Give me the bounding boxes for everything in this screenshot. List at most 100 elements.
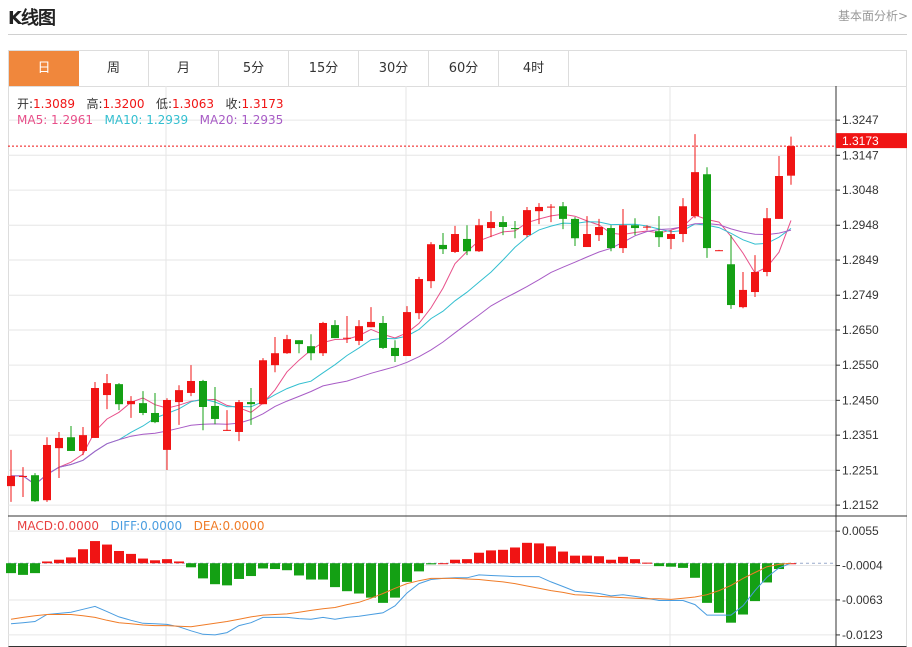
- tab-15min[interactable]: 15分: [289, 51, 359, 86]
- macd-bar: [582, 555, 592, 564]
- ma20-legend: MA20: 1.2935: [199, 113, 284, 127]
- macd-tick-label: -0.0063: [842, 593, 883, 607]
- macd-bar: [6, 563, 16, 574]
- macd-bar: [486, 550, 496, 564]
- macd-bar: [330, 563, 340, 588]
- candle-down: [379, 322, 387, 348]
- candle-up: [427, 244, 435, 282]
- ma5-legend: MA5: 1.2961: [17, 113, 94, 127]
- ma10-legend: MA10: 1.2939: [104, 113, 189, 127]
- candle-down: [151, 412, 159, 423]
- candle-down: [295, 340, 303, 345]
- candle-up: [271, 353, 279, 366]
- macd-bar: [114, 550, 124, 564]
- ma5-line: [11, 213, 792, 486]
- candle-up: [319, 322, 327, 354]
- price-tick-label: 1.2450: [842, 393, 879, 407]
- candle-up: [7, 475, 15, 487]
- tab-30min[interactable]: 30分: [359, 51, 429, 86]
- macd-legend: MACD:0.0000 DIFF:0.0000 DEA:0.0000: [17, 519, 264, 533]
- macd-bar: [534, 543, 544, 564]
- candle-up: [535, 206, 543, 212]
- macd-bar: [270, 563, 280, 570]
- candle-down: [511, 228, 519, 230]
- candle-up: [595, 226, 603, 236]
- macd-bar: [102, 544, 112, 564]
- divider: [8, 34, 907, 35]
- macd-tick-label: -0.0123: [842, 628, 883, 642]
- price-tick-label: 1.2650: [842, 323, 879, 337]
- candle-up: [259, 360, 267, 405]
- macd-bar: [510, 547, 520, 564]
- candle-up: [91, 388, 99, 438]
- tab-5min[interactable]: 5分: [219, 51, 289, 86]
- macd-tick-label: -0.0004: [842, 559, 883, 573]
- macd-bar: [450, 559, 460, 564]
- macd-bar: [678, 563, 688, 568]
- candle-up: [127, 401, 135, 405]
- candle-up: [715, 250, 723, 252]
- candle-up: [223, 429, 231, 431]
- macd-bar: [654, 563, 664, 567]
- macd-bar: [366, 563, 376, 598]
- macd-bar: [30, 563, 40, 574]
- candle-down: [115, 384, 123, 405]
- candle-up: [691, 172, 699, 217]
- macd-bar: [426, 563, 436, 565]
- tab-day[interactable]: 日: [9, 51, 79, 86]
- close-label: 收:: [225, 97, 242, 111]
- macd-bar: [522, 542, 532, 564]
- macd-bar: [462, 559, 472, 564]
- candle-up: [403, 312, 411, 357]
- candle-up: [103, 383, 111, 396]
- tab-month[interactable]: 月: [149, 51, 219, 86]
- tab-60min[interactable]: 60分: [429, 51, 499, 86]
- candle-up: [367, 321, 375, 328]
- macd-bar: [174, 561, 184, 564]
- candle-up: [763, 218, 771, 272]
- candle-up: [343, 337, 351, 339]
- macd-bar: [282, 563, 292, 571]
- fundamental-analysis-link[interactable]: 基本面分析>: [837, 9, 908, 23]
- candle-up: [235, 402, 243, 432]
- price-tick-label: 1.2351: [842, 428, 879, 442]
- macd-bar: [246, 563, 256, 577]
- price-tick-label: 1.2749: [842, 288, 879, 302]
- macd-bar: [438, 563, 448, 565]
- macd-bar: [618, 556, 628, 564]
- macd-bar: [570, 555, 580, 564]
- candle-up: [79, 435, 87, 451]
- macd-bar: [354, 563, 364, 594]
- candle-down: [631, 225, 639, 229]
- candle-down: [439, 244, 447, 250]
- macd-tick-label: 0.0055: [842, 524, 879, 538]
- page-title: K线图: [8, 8, 56, 29]
- macd-bar: [306, 563, 316, 580]
- macd-bar: [66, 557, 76, 564]
- candle-down: [31, 475, 39, 502]
- candle-down: [607, 228, 615, 249]
- macd-bar: [606, 559, 616, 564]
- candle-down: [307, 346, 315, 354]
- candle-down: [391, 347, 399, 357]
- candle-down: [559, 206, 567, 219]
- macd-bar: [642, 562, 652, 564]
- high-value: 1.3200: [102, 97, 145, 111]
- price-tick-label: 1.2550: [842, 358, 879, 372]
- candle-up: [523, 210, 531, 236]
- candle-down: [199, 380, 207, 408]
- tab-week[interactable]: 周: [79, 51, 149, 86]
- tab-4hour[interactable]: 4时: [499, 51, 569, 86]
- candle-up: [451, 234, 459, 252]
- macd-bar: [498, 549, 508, 564]
- macd-bar: [342, 563, 352, 592]
- price-tick-label: 1.2152: [842, 498, 879, 512]
- macd-bar: [474, 552, 484, 564]
- price-tick-label: 1.2948: [842, 218, 879, 232]
- candle-up: [487, 222, 495, 229]
- macd-bar: [294, 563, 304, 576]
- candle-down: [139, 403, 147, 413]
- price-tick-label: 1.3147: [842, 148, 879, 162]
- macd-bar: [78, 549, 88, 564]
